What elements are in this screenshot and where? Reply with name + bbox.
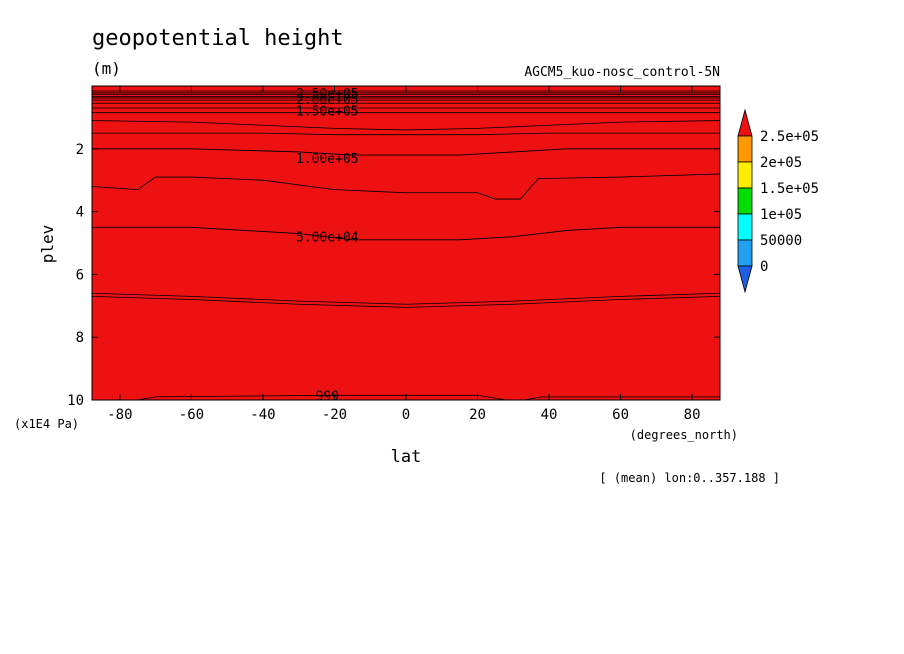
x-tick-label-5: 20 [469, 407, 486, 423]
colorbar-label-5: 0 [760, 259, 768, 275]
colorbar-label-1: 2e+05 [760, 155, 802, 171]
chart-title: geopotential height [92, 26, 344, 51]
colorbar-bottom-arrow [737, 265, 753, 294]
x-tick-label-4: 0 [402, 407, 410, 423]
colorbar-segment-2 [737, 161, 753, 189]
colorbar-label-2: 1.5e+05 [760, 181, 819, 197]
y-axis-label: plev [38, 225, 57, 264]
contour-line-10 [91, 295, 721, 308]
contour-line-6 [91, 120, 721, 131]
y-tick-label-2: 6 [76, 267, 84, 283]
colorbar-label-4: 50000 [760, 233, 802, 249]
x-tick-label-1: -60 [179, 407, 204, 423]
contour-line-8 [91, 173, 721, 200]
x-tick-label-0: -80 [107, 407, 132, 423]
band-boundary-line-1 [92, 148, 720, 156]
contour-band-5 [92, 86, 720, 400]
contour-label-1: 2.00e+05 [296, 93, 359, 108]
colorbar-label-3: 1e+05 [760, 207, 802, 223]
contour-line-9 [91, 292, 721, 305]
colorbar-label-0: 2.5e+05 [760, 129, 819, 145]
contour-label-5: 999 [316, 389, 339, 404]
x-tick-label-2: -40 [250, 407, 275, 423]
x-axis-label: lat [391, 447, 422, 467]
colorbar-segment-1 [737, 135, 753, 163]
footnote: [ (mean) lon:0..357.188 ] [599, 471, 780, 485]
x-tick-label-7: 60 [612, 407, 629, 423]
y-axis-units: (x1E4 Pa) [14, 417, 79, 431]
colorbar-segment-4 [737, 213, 753, 241]
y-tick-label-0: 2 [76, 142, 84, 158]
contour-label-4: 5.00e+04 [296, 231, 359, 246]
contour-line-7 [92, 132, 720, 136]
y-tick-label-3: 8 [76, 330, 84, 346]
plot-area: 2.50e+052.00e+051.50e+05 1.00e+05 5.00e+04… [67, 85, 721, 423]
colorbar-segment-3 [737, 187, 753, 215]
y-tick-label-1: 4 [76, 205, 84, 221]
band-boundary-line-0 [92, 226, 720, 241]
y-tick-label-4: 10 [67, 393, 84, 409]
run-label: AGCM5_kuo-nosc_control-5N [524, 65, 720, 80]
contour-line-11 [92, 394, 720, 401]
x-tick-label-6: 40 [541, 407, 558, 423]
chart-units: (m) [92, 59, 121, 78]
contour-label-2: 1.50e+05 [296, 104, 359, 119]
colorbar: 2.5e+05 2e+05 1.5e+05 1e+05 50000 0 [737, 108, 819, 294]
colorbar-segment-5 [737, 239, 753, 267]
x-tick-label-8: 80 [684, 407, 701, 423]
contour-label-3: 1.00e+05 [296, 152, 359, 167]
x-axis-units: (degrees_north) [630, 428, 738, 442]
colorbar-top-arrow [737, 108, 753, 137]
x-tick-label-3: -20 [322, 407, 347, 423]
contour-label-0: 2.50e+05 [296, 87, 359, 102]
